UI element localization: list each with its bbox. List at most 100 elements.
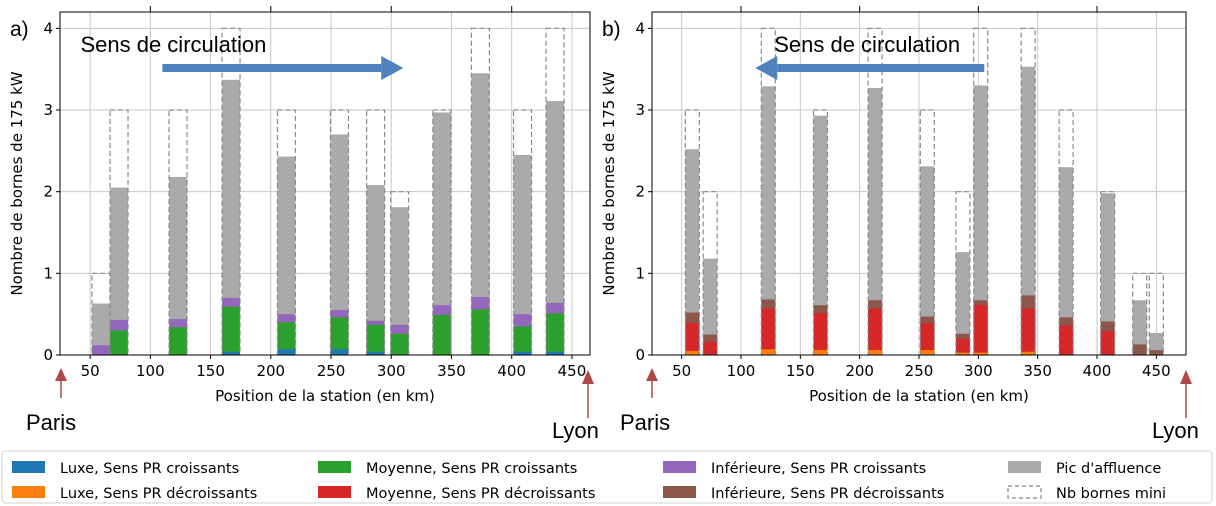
- tick-label-x: 450: [1142, 362, 1171, 380]
- bar-luxe: [277, 349, 296, 355]
- bar-moyenne: [513, 326, 532, 355]
- bar-luxe: [955, 352, 970, 355]
- station-bar: [973, 27, 989, 356]
- bar-moyenne: [110, 330, 129, 355]
- legend-swatch: [12, 486, 45, 498]
- bar-pic-affluence: [1059, 167, 1074, 355]
- station-bar: [1132, 272, 1148, 356]
- station-bar: [1058, 109, 1074, 356]
- tick-label-x: 450: [558, 362, 587, 380]
- bar-luxe: [1021, 351, 1036, 355]
- legend-entry: Nb bornes mini: [1007, 485, 1166, 502]
- bar-moyenne: [1059, 325, 1074, 355]
- plot-frame: [59, 11, 591, 356]
- panel-letter: a): [10, 18, 29, 41]
- tick-label-y: 2: [635, 183, 645, 201]
- tick-label-y: 3: [43, 101, 53, 119]
- bar-pic-affluence: [546, 101, 565, 356]
- tick-label-x: 150: [196, 362, 225, 380]
- legend-entry: Pic d'affluence: [1008, 461, 1161, 477]
- direction-arrow-head: [381, 56, 404, 80]
- station-bar: [1148, 272, 1164, 356]
- tick-label-x: 100: [727, 362, 756, 380]
- tick-label-x: 250: [317, 362, 346, 380]
- tick-label-y: 1: [635, 264, 645, 282]
- x-axis-label: Position de la station (en km): [809, 387, 1029, 405]
- station-bar: [390, 191, 410, 356]
- tick-label-y: 1: [43, 264, 53, 282]
- station-bar: [1100, 191, 1116, 356]
- bar-pic-affluence: [366, 185, 385, 355]
- bar-luxe: [920, 350, 935, 355]
- bar-pic-affluence: [1021, 66, 1036, 355]
- tick-label-y: 4: [635, 19, 645, 37]
- legend-label: Inférieure, Sens PR croissants: [711, 461, 926, 477]
- bar-luxe: [685, 350, 700, 355]
- lyon-label: Lyon: [552, 418, 599, 443]
- bar-moyenne: [222, 306, 241, 355]
- direction-label: Sens de circulation: [80, 32, 266, 57]
- bar-pic-affluence: [1149, 332, 1164, 355]
- legend-label: Luxe, Sens PR croissants: [60, 461, 239, 477]
- bar-pic-affluence: [1100, 193, 1115, 355]
- bar-pic-affluence: [110, 187, 129, 355]
- bar-pic-affluence: [868, 87, 883, 355]
- bar-moyenne: [813, 313, 828, 355]
- bar-luxe: [973, 352, 988, 355]
- bar-moyenne: [330, 317, 349, 355]
- tick-label-y: 0: [43, 346, 53, 364]
- bar-luxe: [366, 351, 385, 355]
- legend-swatch: [663, 486, 696, 498]
- legend-swatch: [12, 461, 45, 473]
- station-bar: [702, 191, 718, 356]
- legend-label: Nb bornes mini: [1056, 486, 1166, 502]
- bar-luxe: [330, 349, 349, 355]
- bar-luxe: [222, 351, 241, 355]
- bar-moyenne: [920, 323, 935, 355]
- legend-entry: Luxe, Sens PR décroissants: [12, 486, 257, 502]
- bar-nb-bornes-mini: [390, 191, 410, 356]
- legend-swatch: [318, 486, 351, 498]
- lyon-label: Lyon: [1152, 418, 1199, 443]
- bar-moyenne: [973, 305, 988, 355]
- station-bar: [684, 109, 700, 356]
- bar-pic-affluence: [973, 85, 988, 355]
- legend-label: Inférieure, Sens PR décroissants: [711, 486, 944, 502]
- bar-pic-affluence: [761, 86, 776, 356]
- bar-inferieure: [1149, 350, 1164, 355]
- legend-swatch-dashed: [1007, 485, 1042, 499]
- legend-box: [1, 450, 1213, 504]
- panel-a: 50 100 150 200 250 300 350 400 450 0 1 2 3 4 Position …: [8, 6, 599, 443]
- bar-luxe: [546, 351, 565, 355]
- direction-arrow-head: [755, 56, 778, 80]
- bar-luxe: [868, 350, 883, 355]
- lyon-marker-head: [582, 370, 594, 384]
- paris-label: Paris: [26, 410, 76, 435]
- legend-label: Luxe, Sens PR décroissants: [60, 486, 257, 502]
- tick-label-y: 2: [43, 183, 53, 201]
- legend-label: Moyenne, Sens PR décroissants: [366, 486, 595, 502]
- station-bar: [760, 27, 776, 356]
- bar-moyenne: [471, 309, 490, 355]
- paris-label: Paris: [620, 410, 670, 435]
- tick-label-x: 400: [497, 362, 526, 380]
- bar-moyenne: [546, 313, 565, 355]
- bar-moyenne: [685, 323, 700, 355]
- station-bar: [276, 109, 297, 356]
- bar-pic-affluence: [513, 154, 532, 355]
- station-bar: [512, 109, 533, 356]
- bar-luxe: [813, 350, 828, 355]
- station-bar: [221, 27, 241, 356]
- tick-label-x: 200: [256, 362, 285, 380]
- station-bar: [432, 109, 452, 356]
- station-bar: [365, 109, 386, 356]
- lyon-marker-head: [1180, 370, 1192, 384]
- station-bar: [168, 109, 188, 356]
- station-bar: [1020, 27, 1036, 356]
- station-bar: [329, 109, 350, 356]
- legend-swatch: [318, 461, 351, 473]
- bar-moyenne: [761, 308, 776, 355]
- tick-label-x: 50: [672, 362, 691, 380]
- bar-pic-affluence: [955, 252, 970, 355]
- bar-pic-affluence: [330, 134, 349, 355]
